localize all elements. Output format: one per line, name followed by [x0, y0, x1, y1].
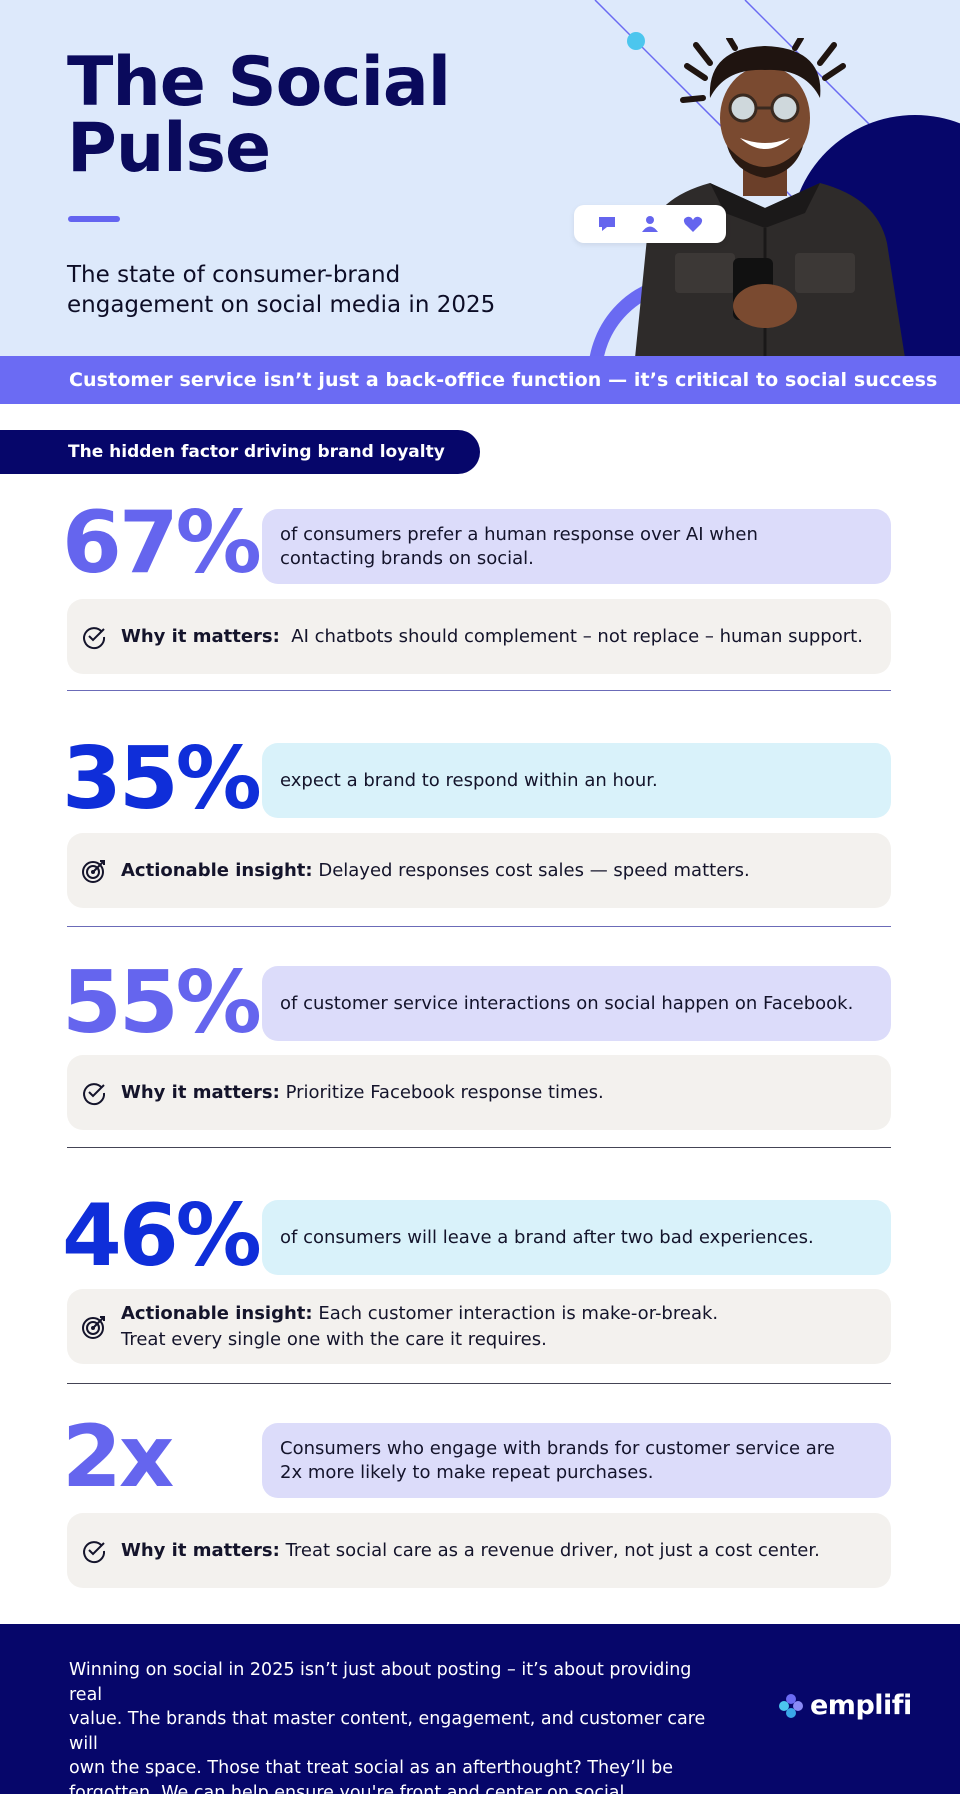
stat-note: Why it matters: Treat social care as a r… — [67, 1513, 891, 1588]
check-circle-icon — [79, 622, 109, 652]
note-text: Treat social care as a revenue driver, n… — [285, 1539, 820, 1561]
stat-description-line: contacting brands on social. — [280, 547, 534, 569]
footer-line: forgotten. We can help ensure you're fro… — [69, 1782, 630, 1794]
user-icon — [639, 213, 661, 235]
footer-line: value. The brands that master content, e… — [69, 1709, 706, 1754]
stat-value: 55% — [62, 953, 262, 1053]
note-text: Prioritize Facebook response times. — [285, 1081, 604, 1103]
stat-description-line: 2x more likely to make repeat purchases. — [280, 1461, 654, 1483]
page-title-line-2: Pulse — [67, 109, 271, 188]
stat-value: 35% — [62, 729, 262, 829]
stat-note: Why it matters: AI chatbots should compl… — [67, 599, 891, 674]
stat-description: of customer service interactions on soci… — [262, 966, 891, 1041]
subtitle-line-2: engagement on social media in 2025 — [67, 292, 496, 318]
note-label: Why it matters: — [121, 625, 280, 647]
social-icons-pill — [574, 205, 726, 243]
stat-description-line: Consumers who engage with brands for cus… — [280, 1437, 835, 1459]
note-label: Why it matters: — [121, 1081, 280, 1103]
heart-icon — [682, 213, 704, 235]
stat-value: 46% — [62, 1186, 262, 1286]
subtitle-line-1: The state of consumer-brand — [67, 262, 401, 288]
stat-description-line: of consumers prefer a human response ove… — [280, 523, 758, 545]
footer-line: Winning on social in 2025 isn’t just abo… — [69, 1660, 692, 1705]
emplifi-logo-mark-icon — [779, 1693, 803, 1718]
note-text: AI chatbots should complement – not repl… — [291, 625, 863, 647]
footer: Winning on social in 2025 isn’t just abo… — [0, 1624, 960, 1794]
footer-line: own the space. Those that treat social a… — [69, 1758, 673, 1778]
divider — [67, 1383, 891, 1384]
page-title: The Social Pulse — [67, 43, 451, 188]
stat-description: of consumers will leave a brand after tw… — [262, 1200, 891, 1275]
title-underline — [68, 216, 120, 222]
headline-banner: Customer service isn’t just a back-offic… — [0, 356, 960, 404]
section-title: The hidden factor driving brand loyalty — [68, 442, 445, 462]
stat-note: Actionable insight: Delayed responses co… — [67, 833, 891, 908]
stat-note: Actionable insight: Each customer intera… — [67, 1289, 891, 1364]
footer-text: Winning on social in 2025 isn’t just abo… — [69, 1658, 729, 1794]
note-text: Treat every single one with the care it … — [121, 1328, 547, 1350]
target-icon — [79, 1312, 109, 1342]
check-circle-icon — [79, 1078, 109, 1108]
stat-value: 2x — [62, 1407, 174, 1507]
stat-note: Why it matters: Prioritize Facebook resp… — [67, 1055, 891, 1130]
stat-description: expect a brand to respond within an hour… — [262, 743, 891, 818]
stat-description: of consumers prefer a human response ove… — [262, 509, 891, 584]
divider — [67, 926, 891, 927]
emplifi-logo[interactable]: emplifi — [778, 1690, 912, 1721]
note-label: Actionable insight: — [121, 1302, 313, 1324]
note-text: Each customer interaction is make-or-bre… — [318, 1302, 719, 1324]
hero-section: The Social Pulse The state of consumer-b… — [0, 0, 960, 356]
banner-text: Customer service isn’t just a back-offic… — [69, 369, 938, 391]
check-circle-icon — [79, 1536, 109, 1566]
note-text: Delayed responses cost sales — speed mat… — [318, 859, 750, 881]
target-icon — [79, 856, 109, 886]
stat-description-line: expect a brand to respond within an hour… — [280, 769, 658, 791]
section-title-pill: The hidden factor driving brand loyalty — [0, 430, 480, 474]
stat-value: 67% — [62, 493, 262, 593]
divider — [67, 690, 891, 691]
logo-text: emplifi — [810, 1690, 912, 1721]
divider — [67, 1147, 891, 1148]
person-photo — [635, 38, 905, 356]
note-label: Actionable insight: — [121, 859, 313, 881]
stat-description-line: of consumers will leave a brand after tw… — [280, 1226, 814, 1248]
page-title-line-1: The Social — [67, 43, 451, 122]
comment-icon — [596, 213, 618, 235]
page-subtitle: The state of consumer-brand engagement o… — [67, 260, 495, 320]
stat-description: Consumers who engage with brands for cus… — [262, 1423, 891, 1498]
stat-description-line: of customer service interactions on soci… — [280, 992, 854, 1014]
note-label: Why it matters: — [121, 1539, 280, 1561]
